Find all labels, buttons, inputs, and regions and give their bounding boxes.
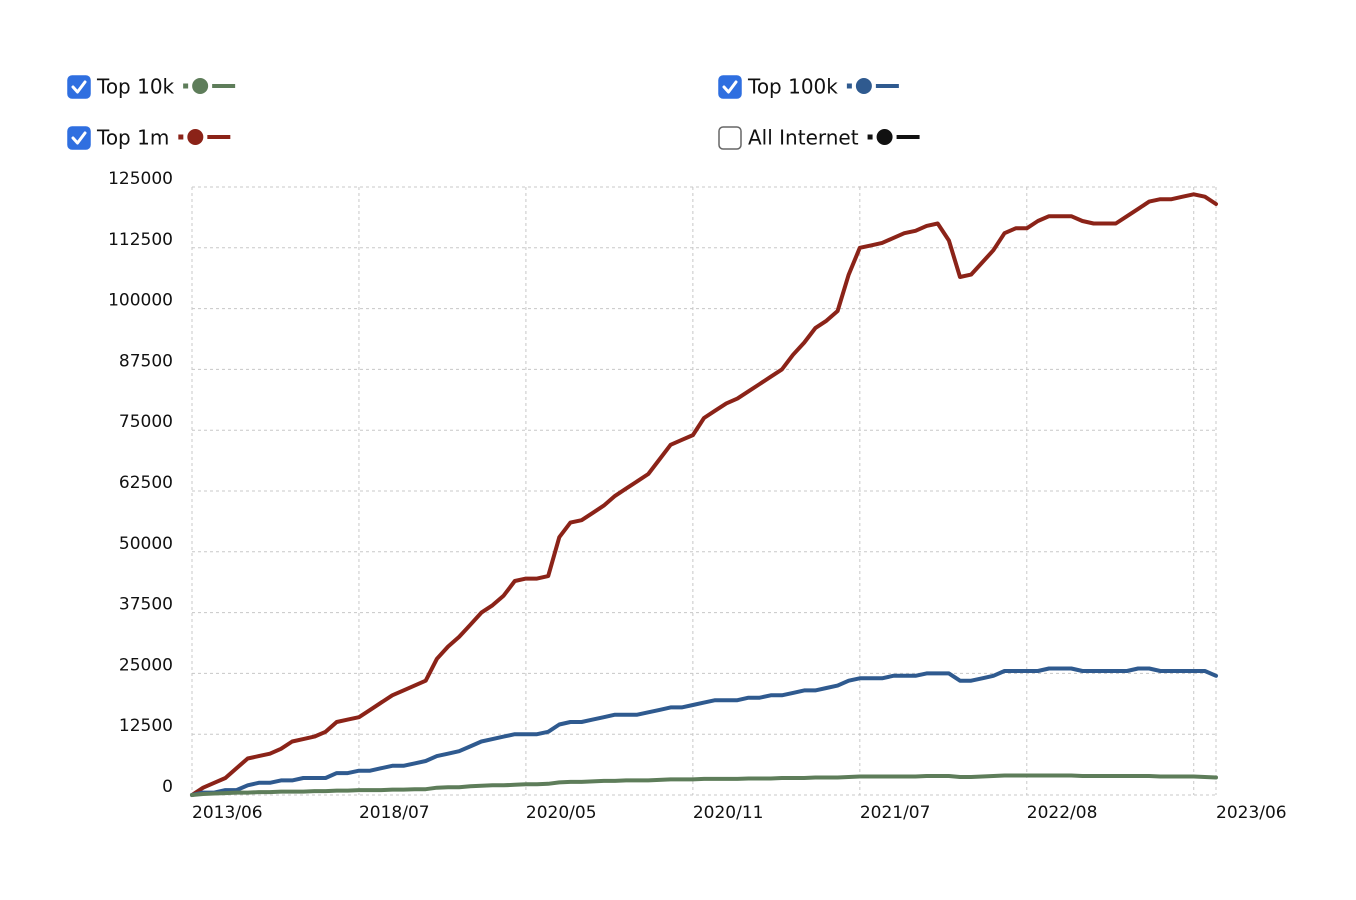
legend-marker	[187, 129, 204, 145]
legend-marker	[855, 78, 872, 94]
y-tick-label: 112500	[108, 230, 173, 250]
legend-dot	[846, 83, 852, 89]
legend-checkbox[interactable]	[67, 75, 91, 99]
x-tick-label: 2023/06	[1216, 803, 1287, 823]
legend-checkbox[interactable]	[718, 75, 742, 99]
checkmark[interactable]	[722, 80, 738, 94]
legend-dot	[178, 134, 184, 140]
y-tick-label: 62500	[119, 473, 173, 493]
y-tick-label: 0	[162, 777, 173, 797]
y-tick-label: 75000	[119, 412, 173, 432]
x-tick-label: 2020/05	[526, 803, 597, 823]
y-tick-label: 25000	[119, 655, 173, 675]
legend-label[interactable]: Top 10k	[96, 75, 175, 99]
x-tick-label: 2021/07	[860, 803, 931, 823]
checkmark[interactable]	[71, 80, 87, 94]
y-tick-label: 87500	[119, 351, 173, 371]
legend-checkbox[interactable]	[718, 126, 742, 150]
series-line	[190, 192, 1218, 797]
y-tick-label: 12500	[119, 716, 173, 736]
legend-label[interactable]: Top 1m	[96, 126, 169, 150]
series-line	[190, 773, 1218, 797]
y-tick-label: 125000	[108, 169, 173, 189]
legend-label[interactable]: Top 100k	[747, 75, 838, 99]
series-line	[190, 666, 1218, 797]
x-tick-label: 2013/06	[192, 803, 263, 823]
y-tick-label: 37500	[119, 595, 173, 615]
x-tick-label: 2020/11	[693, 803, 764, 823]
legend-dot	[867, 134, 873, 140]
x-tick-label: 2022/08	[1027, 803, 1098, 823]
legend-marker	[876, 129, 893, 145]
y-tick-label: 100000	[108, 291, 173, 311]
y-tick-label: 50000	[119, 534, 173, 554]
x-tick-label: 2018/07	[359, 803, 430, 823]
legend-label[interactable]: All Internet	[748, 126, 859, 150]
legend-dot	[183, 83, 189, 89]
legend-marker	[192, 78, 209, 94]
checkmark[interactable]	[71, 131, 87, 145]
legend-checkbox[interactable]	[67, 126, 91, 150]
